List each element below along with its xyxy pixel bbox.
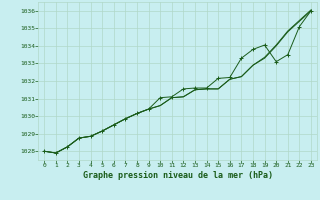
X-axis label: Graphe pression niveau de la mer (hPa): Graphe pression niveau de la mer (hPa) [83, 171, 273, 180]
